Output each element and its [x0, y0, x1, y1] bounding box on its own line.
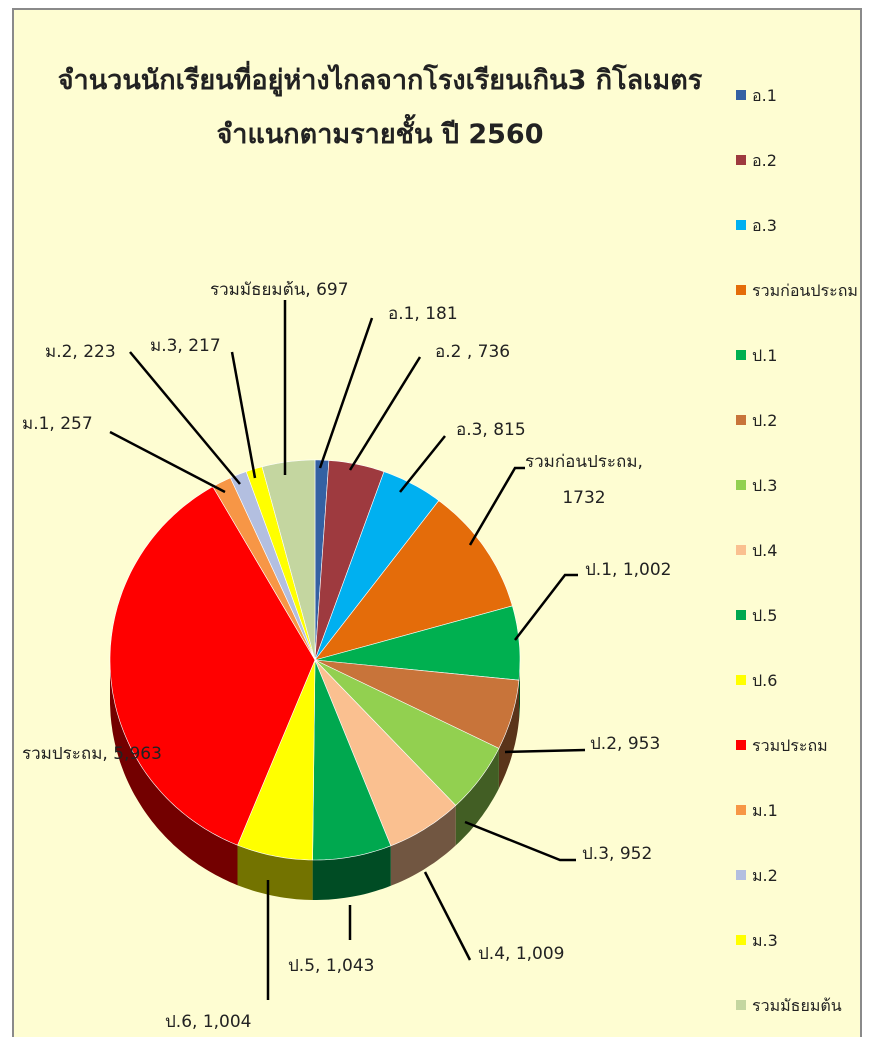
leader-line	[129, 351, 241, 485]
data-label: ป.4, 1,009	[478, 944, 565, 964]
legend-swatch	[736, 155, 746, 165]
slice-side	[237, 845, 313, 900]
leader-line	[109, 430, 226, 494]
pie-slice	[314, 659, 457, 847]
pie-slice	[314, 605, 521, 681]
leader-line	[514, 573, 578, 641]
slice-side	[110, 660, 238, 886]
legend-swatch	[736, 805, 746, 815]
pie-slice	[314, 460, 385, 661]
pie-slice	[229, 471, 316, 661]
legend-label: รวมก่อนประถม	[752, 281, 858, 300]
pie-slice	[312, 659, 392, 861]
legend-label: ป.1	[752, 346, 778, 365]
leader-line	[504, 748, 586, 754]
pie-slice	[237, 659, 316, 861]
leader-line	[423, 871, 472, 961]
leader-line	[348, 356, 422, 471]
slice-side	[498, 680, 519, 789]
legend-swatch	[736, 610, 746, 620]
data-label: ป.1, 1,002	[585, 560, 672, 580]
data-label: ม.3, 217	[150, 336, 221, 356]
data-label: ป.5, 1,043	[288, 956, 375, 976]
leader-line	[468, 466, 525, 546]
legend-label: ม.2	[752, 866, 778, 885]
legend-label: ม.3	[752, 931, 778, 950]
slice-side	[390, 805, 456, 886]
data-label: ม.1, 257	[22, 414, 93, 434]
legend-label: อ.3	[752, 216, 777, 235]
data-label: ม.2, 223	[45, 342, 116, 362]
pie-slice	[261, 459, 316, 661]
chart-title: จำนวนนักเรียนที่อยู่ห่างไกลจากโรงเรียนเก…	[57, 65, 703, 96]
leader-line	[464, 820, 576, 862]
legend-label: รวมประถม	[752, 736, 828, 755]
chart-title: จำแนกตามรายชั้น ปี 2560	[216, 119, 544, 150]
legend-label: รวมมัธยมต้น	[752, 996, 842, 1015]
slice-side	[519, 660, 520, 721]
data-label: ป.3, 952	[582, 844, 653, 864]
legend-label: ป.6	[752, 671, 778, 690]
pie-slice	[314, 659, 520, 749]
legend-swatch	[736, 90, 746, 100]
leader-line	[318, 317, 374, 469]
legend-label: อ.2	[752, 151, 777, 170]
legend-label: ป.3	[752, 476, 778, 495]
data-label: ป.2, 953	[590, 734, 661, 754]
legend-swatch	[736, 870, 746, 880]
leader-line	[399, 435, 446, 493]
pie-slice	[314, 471, 440, 661]
legend-label: อ.1	[752, 86, 777, 105]
pie-slice	[314, 500, 513, 661]
legend-swatch	[736, 1000, 746, 1010]
pie-slice	[109, 486, 316, 846]
leader-line	[230, 351, 257, 479]
legend-label: ป.2	[752, 411, 778, 430]
data-label: รวมก่อนประถม, 1732	[525, 452, 643, 508]
data-label: รวมประถม, 5,963	[22, 744, 162, 764]
legend-swatch	[736, 740, 746, 750]
legend-swatch	[736, 350, 746, 360]
data-label: อ.1, 181	[388, 304, 458, 324]
legend-label: ม.1	[752, 801, 778, 820]
legend-swatch	[736, 935, 746, 945]
legend-swatch	[736, 545, 746, 555]
legend-label: ป.4	[752, 541, 778, 560]
legend-swatch	[736, 675, 746, 685]
slice-side	[455, 748, 499, 846]
data-label: ป.6, 1,004	[165, 1012, 252, 1032]
pie-slice	[314, 659, 500, 806]
data-label: อ.3, 815	[456, 420, 526, 440]
legend-swatch	[736, 415, 746, 425]
data-label: อ.2 , 736	[435, 342, 511, 362]
legend-swatch	[736, 480, 746, 490]
legend-label: ป.5	[752, 606, 778, 625]
legend-swatch	[736, 285, 746, 295]
legend-swatch	[736, 220, 746, 230]
data-label: รวมมัธยมต้น, 697	[210, 280, 349, 300]
